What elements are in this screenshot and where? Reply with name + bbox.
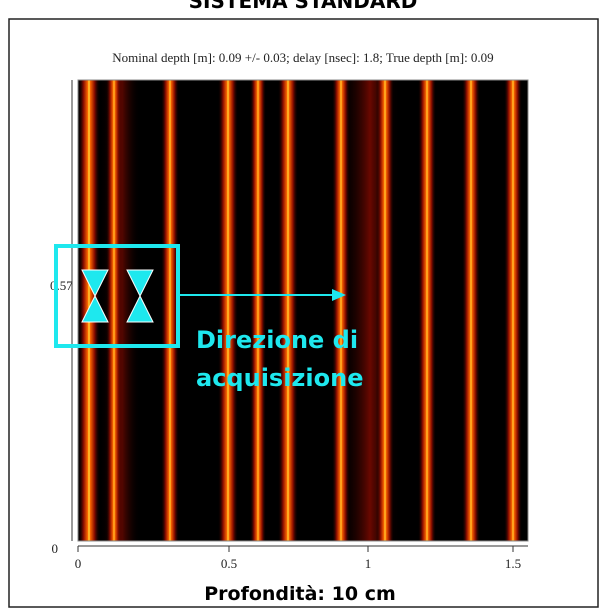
- stripe: [376, 80, 394, 541]
- annotation-line: Direzione di: [196, 326, 358, 354]
- stripe: [278, 80, 298, 541]
- y-tick-label: 0: [52, 541, 59, 556]
- stripe: [218, 80, 238, 541]
- title: SISTEMA STANDARD: [189, 0, 418, 13]
- stripe: [161, 80, 179, 541]
- plot-background: [78, 80, 528, 541]
- x-tick-label: 0: [75, 556, 82, 571]
- y-tick-label: 0.57: [50, 278, 73, 293]
- plot-border: [77, 79, 529, 542]
- axes: [71, 80, 528, 552]
- x-tick-label: 1.5: [505, 556, 521, 571]
- stripe: [106, 80, 122, 541]
- footer: Profondità: 10 cm: [204, 583, 396, 605]
- stripe: [250, 80, 266, 541]
- stripe: [418, 80, 436, 541]
- acquisition-marker: [54, 244, 346, 348]
- annotation-line: acquisizione: [196, 364, 363, 392]
- x-tick-label: 0.5: [221, 556, 237, 571]
- arrow-head: [332, 289, 346, 301]
- stripe: [504, 80, 522, 541]
- stripe: [462, 80, 480, 541]
- x-tick-label: 1: [365, 556, 372, 571]
- antenna-icon: [126, 269, 154, 323]
- antenna-icon: [81, 269, 109, 323]
- header: Nominal depth [m]: 0.09 +/- 0.03; delay …: [112, 50, 493, 65]
- stripe: [332, 80, 350, 541]
